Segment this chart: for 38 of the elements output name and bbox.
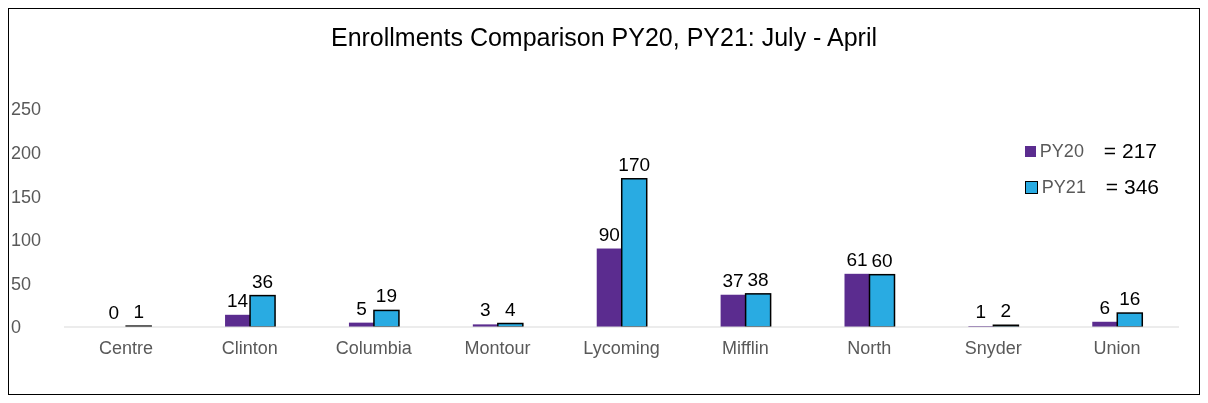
x-tick-label: Columbia [335,337,413,358]
data-label: 2 [1000,300,1012,322]
data-label: 0 [108,302,119,323]
data-label: 3 [480,299,491,321]
y-tick-label: 250 [11,99,42,120]
data-label: 36 [251,270,274,292]
x-tick-label: Snyder [964,337,1022,358]
data-label: 14 [226,289,249,311]
annotation: = 217 [1103,139,1157,163]
y-tick-label: 100 [11,230,42,251]
annotation: = 346 [1105,175,1159,199]
data-label: 61 [846,248,868,270]
data-label: 60 [871,249,893,271]
legend-label: PY21 [1041,176,1087,198]
x-tick-label: Mifflin [722,337,769,358]
x-tick-label: Lycoming [583,337,660,358]
x-tick-label: Clinton [221,337,278,358]
x-tick-label: North [847,337,892,358]
legend-label: PY20 [1039,140,1085,162]
data-label: 1 [975,301,987,323]
x-tick-label: Centre [98,337,153,358]
chart-title: Enrollments Comparison PY20, PY21: July - April [329,23,879,52]
data-label: 19 [375,285,398,307]
y-tick-label: 0 [11,317,22,338]
y-tick-label: 200 [11,142,42,163]
data-label: 38 [747,268,769,290]
data-label: 37 [722,269,744,291]
data-label: 1 [133,301,144,323]
data-label: 6 [1099,296,1111,318]
data-label: 16 [1119,288,1141,310]
x-tick-label: Montour [464,337,531,358]
data-label: 90 [598,223,620,245]
y-tick-label: 150 [11,186,42,207]
y-tick-label: 50 [11,273,32,294]
x-tick-label: Union [1093,337,1141,358]
data-label: 5 [356,297,367,319]
data-label: 4 [505,298,517,320]
data-label: 170 [618,153,651,175]
